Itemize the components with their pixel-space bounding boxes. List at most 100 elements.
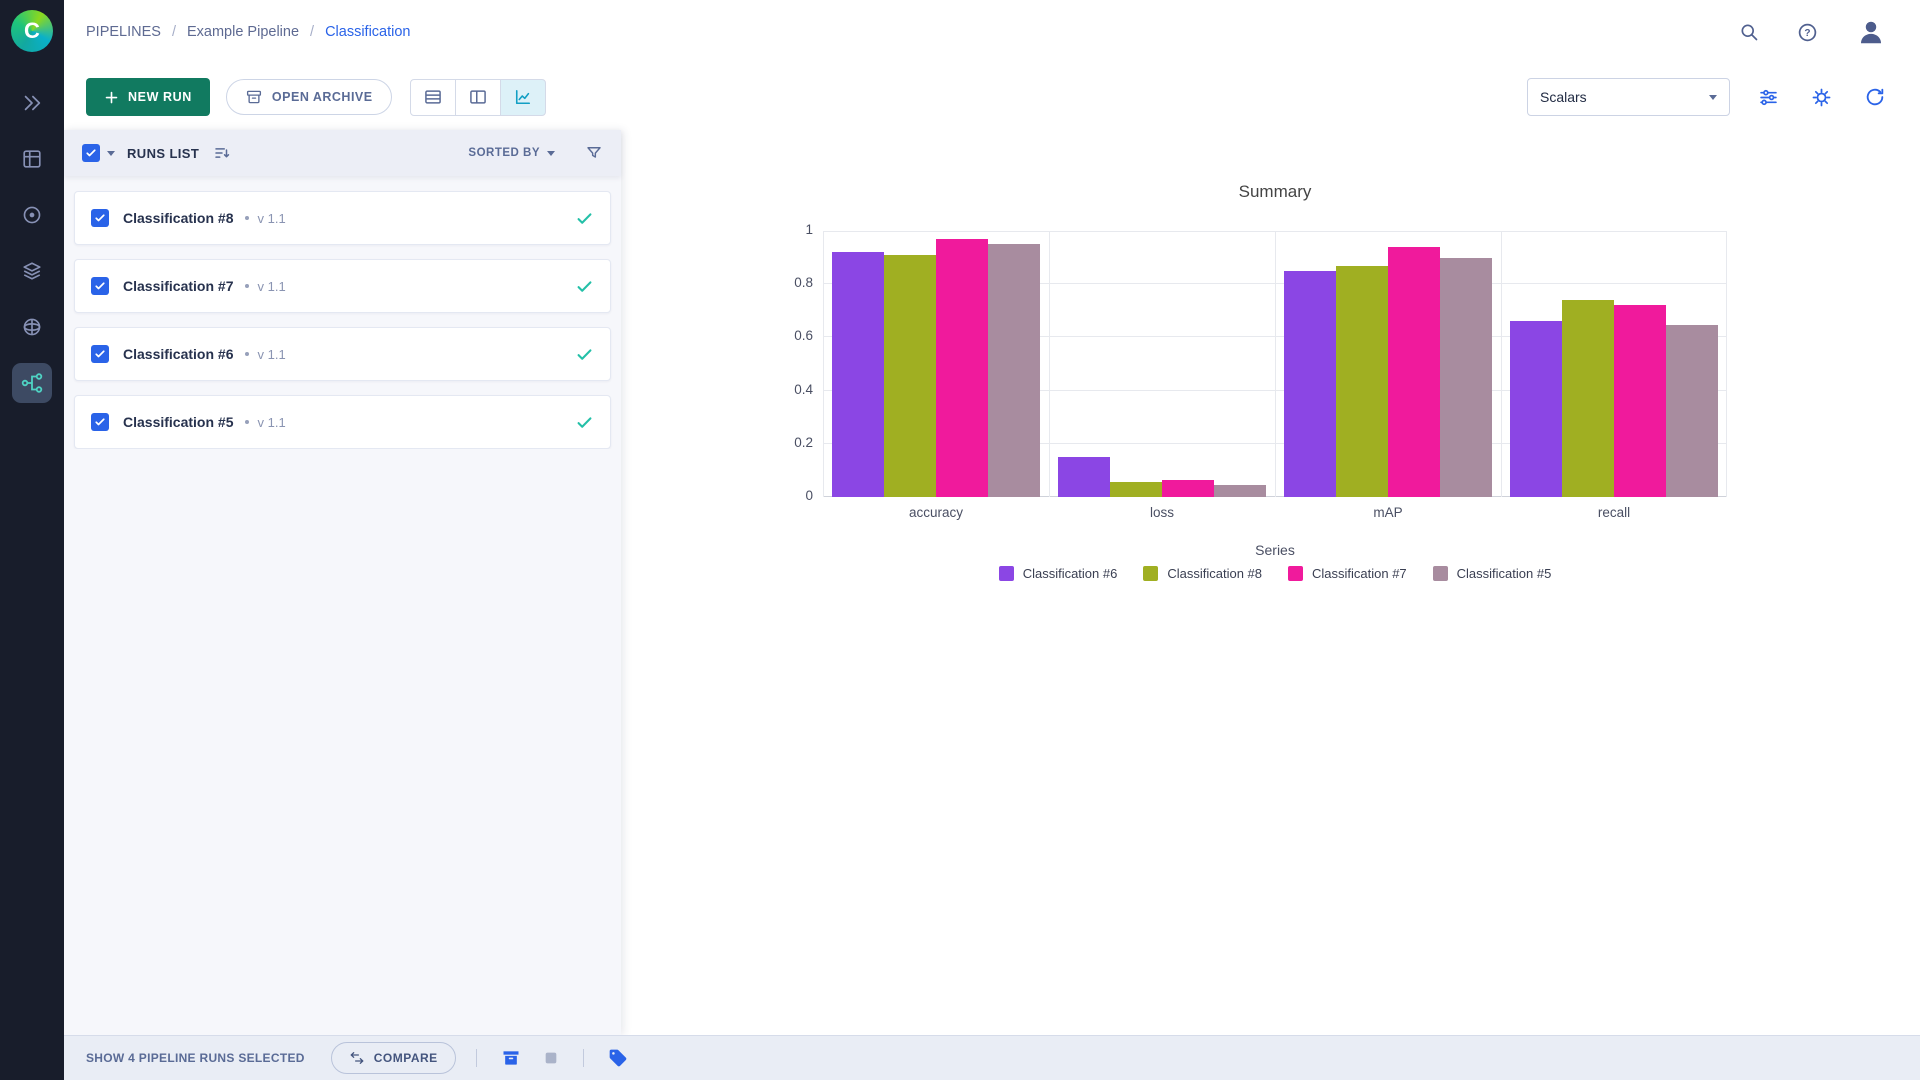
stop-square-icon [543, 1050, 559, 1066]
bar [1058, 457, 1110, 497]
bar [1110, 482, 1162, 497]
tune-icon [1758, 87, 1779, 108]
auto-refresh-button[interactable] [1860, 82, 1890, 112]
bar [936, 238, 988, 497]
compare-button[interactable]: COMPARE [330, 1042, 456, 1074]
bar [1666, 325, 1718, 497]
chevron-down-icon[interactable] [107, 150, 115, 156]
archive-selected-button[interactable] [497, 1044, 525, 1072]
legend-item[interactable]: Classification #8 [1143, 566, 1262, 581]
legend-label: Classification #6 [1022, 566, 1118, 581]
open-archive-button[interactable]: OPEN ARCHIVE [225, 79, 392, 115]
run-checkbox[interactable] [91, 345, 109, 363]
chart-view-button[interactable] [499, 78, 546, 116]
completed-check-icon [575, 209, 594, 228]
table-view-button[interactable] [409, 78, 456, 116]
search-icon [1739, 22, 1759, 42]
sidebar-item-pipelines[interactable] [12, 363, 52, 403]
run-name[interactable]: Classification #8 [123, 210, 234, 226]
sidebar-nav [12, 83, 52, 403]
run-list-item[interactable]: Classification #6 v 1.1 [74, 327, 611, 381]
completed-check-icon [575, 413, 594, 432]
new-run-label: NEW RUN [128, 90, 192, 104]
open-archive-label: OPEN ARCHIVE [271, 90, 373, 104]
run-checkbox[interactable] [91, 277, 109, 295]
app-logo[interactable]: C [11, 10, 53, 52]
runs-list-header: RUNS LIST SORTED BY [64, 130, 621, 176]
run-list-item[interactable]: Classification #7 v 1.1 [74, 259, 611, 313]
sidebar-item-datasets[interactable] [12, 251, 52, 291]
breadcrumb-project[interactable]: Example Pipeline [186, 24, 300, 40]
bullet-separator [244, 352, 249, 356]
run-checkbox[interactable] [91, 413, 109, 431]
bar-group-mAP [1275, 231, 1501, 497]
filter-icon[interactable] [585, 144, 603, 162]
run-list-item[interactable]: Classification #8 v 1.1 [74, 191, 611, 245]
breadcrumb-pipelines[interactable]: PIPELINES [86, 24, 161, 40]
breadcrumb-separator: / [171, 24, 176, 40]
legend-label: Classification #5 [1456, 566, 1552, 581]
abort-button[interactable] [539, 1046, 563, 1070]
archive-outline-icon [245, 88, 263, 106]
toolbar: NEW RUN OPEN ARCHIVE Scalars [64, 64, 1920, 130]
settings-button[interactable] [1807, 83, 1836, 112]
select-all-checkbox[interactable] [82, 144, 100, 162]
completed-check-icon [575, 277, 594, 296]
top-header: PIPELINES / Example Pipeline / Classific… [64, 0, 1920, 64]
chart-title: Summary [1238, 182, 1312, 201]
metric-dropdown-value: Scalars [1540, 89, 1587, 105]
run-name[interactable]: Classification #6 [123, 346, 234, 362]
divider [582, 1049, 584, 1067]
breadcrumb-current-page[interactable]: Classification [325, 24, 411, 40]
split-view-button[interactable] [454, 78, 501, 116]
graph-settings-button[interactable] [1754, 83, 1783, 112]
svg-text:?: ? [1804, 28, 1810, 39]
breadcrumb: PIPELINES / Example Pipeline / Classific… [86, 24, 410, 40]
sorted-by-dropdown[interactable]: SORTED BY [468, 147, 540, 159]
footer-bar: SHOW 4 PIPELINE RUNS SELECTED COMPARE [64, 1035, 1920, 1080]
run-version: v 1.1 [257, 210, 286, 226]
run-checkbox[interactable] [91, 209, 109, 227]
bar-group-recall [1501, 231, 1727, 497]
legend-item[interactable]: Classification #7 [1288, 566, 1407, 581]
selection-summary: SHOW 4 PIPELINE RUNS SELECTED [86, 1051, 305, 1065]
help-button[interactable]: ? [1793, 18, 1822, 47]
sidebar-item-projects[interactable] [12, 139, 52, 179]
layers-icon [21, 260, 43, 282]
legend-title: Series [1255, 542, 1295, 558]
sidebar-item-workers[interactable] [12, 195, 52, 235]
compare-label: COMPARE [373, 1051, 438, 1065]
new-run-button[interactable]: NEW RUN [86, 78, 210, 116]
bar [1336, 265, 1388, 497]
user-menu-button[interactable] [1852, 13, 1890, 51]
run-name[interactable]: Classification #5 [123, 414, 234, 430]
bullet-separator [244, 216, 249, 220]
metric-dropdown[interactable]: Scalars [1527, 78, 1730, 116]
bullet-separator [244, 284, 249, 288]
tags-button[interactable] [604, 1044, 632, 1072]
run-name[interactable]: Classification #7 [123, 278, 234, 294]
bar [1214, 484, 1266, 497]
bar [1510, 321, 1562, 497]
search-button[interactable] [1735, 18, 1763, 46]
sidebar-item-getting-started[interactable] [12, 83, 52, 123]
sidebar-item-hyper-datasets[interactable] [12, 307, 52, 347]
legend-item[interactable]: Classification #6 [998, 566, 1118, 581]
legend-label: Classification #8 [1167, 566, 1262, 581]
header-actions: ? [1735, 13, 1890, 51]
chart-plot: 0 0.2 0.4 0.6 0.8 1 accuracy loss mAP recall [794, 222, 1727, 520]
bar [832, 252, 884, 497]
bar [1440, 257, 1492, 497]
grid-icon [21, 148, 43, 170]
sort-icon[interactable] [213, 144, 231, 162]
refresh-icon [1864, 86, 1886, 108]
run-list-item[interactable]: Classification #5 v 1.1 [74, 395, 611, 449]
completed-check-icon [575, 345, 594, 364]
chevron-down-icon[interactable] [547, 150, 555, 156]
bar-group-loss [1049, 231, 1275, 497]
legend-item[interactable]: Classification #5 [1432, 566, 1552, 581]
runs-panel: RUNS LIST SORTED BY Classification #8 v … [64, 130, 621, 1035]
chevron-down-icon [1709, 94, 1717, 100]
bar [1162, 479, 1214, 497]
help-icon: ? [1797, 22, 1818, 43]
